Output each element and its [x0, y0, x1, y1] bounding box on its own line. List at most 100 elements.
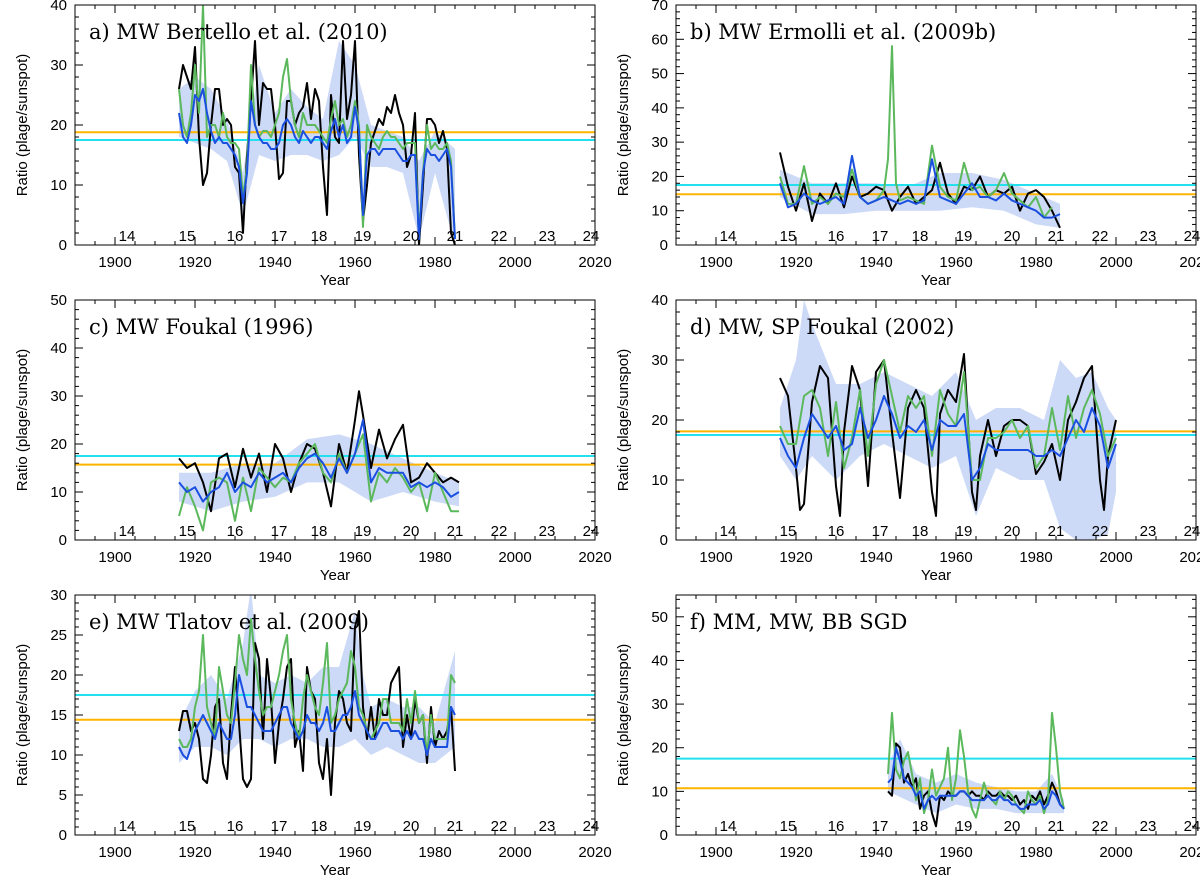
cycle-number-label: 14 — [720, 523, 737, 540]
cycle-number-label: 16 — [227, 523, 244, 540]
cycle-number-label: 17 — [271, 228, 288, 245]
cycle-number-label: 23 — [539, 523, 556, 540]
y-tick-label: 60 — [651, 31, 668, 48]
cycle-number-label: 14 — [119, 818, 136, 835]
panel-title: a) MW Bertello et al. (2010) — [89, 20, 388, 44]
cycle-number-label: 15 — [179, 818, 196, 835]
panel-title: f) MM, MW, BB SGD — [690, 610, 907, 634]
x-tick-label: 1900 — [98, 844, 131, 861]
cycle-number-label: 23 — [1140, 818, 1157, 835]
cycle-number-label: 22 — [491, 228, 508, 245]
series-black-line — [178, 610, 456, 796]
panel-title: e) MW Tlatov et al. (2009) — [89, 610, 369, 634]
uncertainty-band — [780, 300, 1116, 540]
y-tick-label: 50 — [651, 609, 668, 626]
y-tick-label: 25 — [50, 627, 67, 644]
x-tick-label: 1960 — [338, 254, 371, 271]
y-tick-label: 50 — [651, 66, 668, 83]
series-blue-line — [779, 395, 1117, 481]
x-axis-label: Year — [320, 862, 350, 879]
series-green-line — [178, 618, 456, 756]
cycle-number-label: 14 — [119, 523, 136, 540]
x-tick-label: 2000 — [1099, 254, 1132, 271]
series-blue-line — [779, 154, 1061, 219]
cycle-number-label: 16 — [828, 228, 845, 245]
x-tick-label: 2020 — [578, 254, 611, 271]
cycle-number-label: 15 — [780, 818, 797, 835]
x-axis-label: Year — [921, 567, 951, 584]
y-axis-label: Ratio (plage/sunspot) — [615, 54, 632, 197]
cycle-number-label: 15 — [179, 228, 196, 245]
y-tick-label: 30 — [50, 388, 67, 405]
x-tick-label: 1940 — [859, 254, 892, 271]
cycle-number-label: 21 — [1048, 818, 1065, 835]
cycle-number-label: 19 — [355, 818, 372, 835]
cycle-number-label: 17 — [271, 523, 288, 540]
cycle-number-label: 22 — [1092, 818, 1109, 835]
y-axis-label: Ratio (plage/sunspot) — [615, 644, 632, 787]
cycle-number-label: 20 — [1004, 228, 1021, 245]
x-tick-label: 1940 — [859, 549, 892, 566]
y-tick-label: 5 — [59, 787, 67, 804]
panel-title: d) MW, SP Foukal (2002) — [690, 315, 954, 339]
x-tick-label: 1980 — [418, 549, 451, 566]
plot-area — [676, 45, 1196, 229]
cycle-number-label: 14 — [720, 818, 737, 835]
y-tick-label: 10 — [651, 203, 668, 220]
x-tick-label: 1960 — [338, 549, 371, 566]
x-tick-label: 1940 — [859, 844, 892, 861]
cycle-number-label: 21 — [447, 523, 464, 540]
panel-b: 1900192019401960198020002020010203040506… — [615, 0, 1200, 289]
y-tick-label: 20 — [50, 436, 67, 453]
cycle-number-label: 24 — [1184, 228, 1200, 245]
panel-c: 1900 1920 1940 1960 1980 2000 2020010203040501… — [14, 292, 612, 584]
cycle-number-label: 24 — [583, 523, 600, 540]
cycle-number-label: 17 — [872, 818, 889, 835]
series-blue-line — [178, 674, 456, 760]
y-tick-label: 20 — [50, 117, 67, 134]
uncertainty-band — [179, 434, 459, 512]
y-tick-label: 40 — [651, 652, 668, 669]
cycle-number-label: 21 — [447, 818, 464, 835]
x-tick-label: 1960 — [338, 844, 371, 861]
y-tick-label: 0 — [59, 237, 67, 254]
x-tick-label: 1960 — [939, 254, 972, 271]
cycle-number-label: 21 — [1048, 523, 1065, 540]
panel-title: c) MW Foukal (1996) — [89, 315, 313, 339]
x-tick-label: 1940 — [258, 844, 291, 861]
cycle-number-label: 24 — [1184, 523, 1200, 540]
y-tick-label: 40 — [651, 100, 668, 117]
cycle-number-label: 20 — [403, 523, 420, 540]
x-tick-label: 2020 — [1179, 254, 1200, 271]
plot-area — [75, 595, 595, 796]
y-tick-label: 20 — [651, 168, 668, 185]
cycle-number-label: 24 — [583, 228, 600, 245]
x-tick-label: 1920 — [779, 254, 812, 271]
y-axis-label: Ratio (plage/sunspot) — [14, 349, 31, 492]
cycle-number-label: 18 — [311, 818, 328, 835]
cycle-number-label: 16 — [828, 523, 845, 540]
y-tick-label: 0 — [660, 827, 668, 844]
y-tick-label: 0 — [660, 237, 668, 254]
y-tick-label: 10 — [651, 472, 668, 489]
cycle-number-label: 16 — [828, 818, 845, 835]
cycle-number-label: 23 — [539, 818, 556, 835]
x-tick-label: 1980 — [1019, 844, 1052, 861]
series-blue-line — [887, 746, 1065, 810]
y-tick-label: 10 — [50, 747, 67, 764]
y-axis-label: Ratio (plage/sunspot) — [615, 349, 632, 492]
x-tick-label: 1920 — [779, 549, 812, 566]
x-tick-label: 1920 — [779, 844, 812, 861]
cycle-number-label: 21 — [1048, 228, 1065, 245]
x-tick-label: 1960 — [939, 844, 972, 861]
plot-area — [75, 390, 595, 532]
cycle-number-label: 18 — [912, 523, 929, 540]
cycle-number-label: 15 — [780, 228, 797, 245]
cycle-number-label: 17 — [872, 228, 889, 245]
y-tick-label: 10 — [651, 783, 668, 800]
cycle-number-label: 19 — [956, 228, 973, 245]
series-green-line — [779, 45, 1053, 219]
series-blue-line — [178, 419, 460, 503]
cycle-number-label: 16 — [227, 228, 244, 245]
x-axis-label: Year — [320, 567, 350, 584]
